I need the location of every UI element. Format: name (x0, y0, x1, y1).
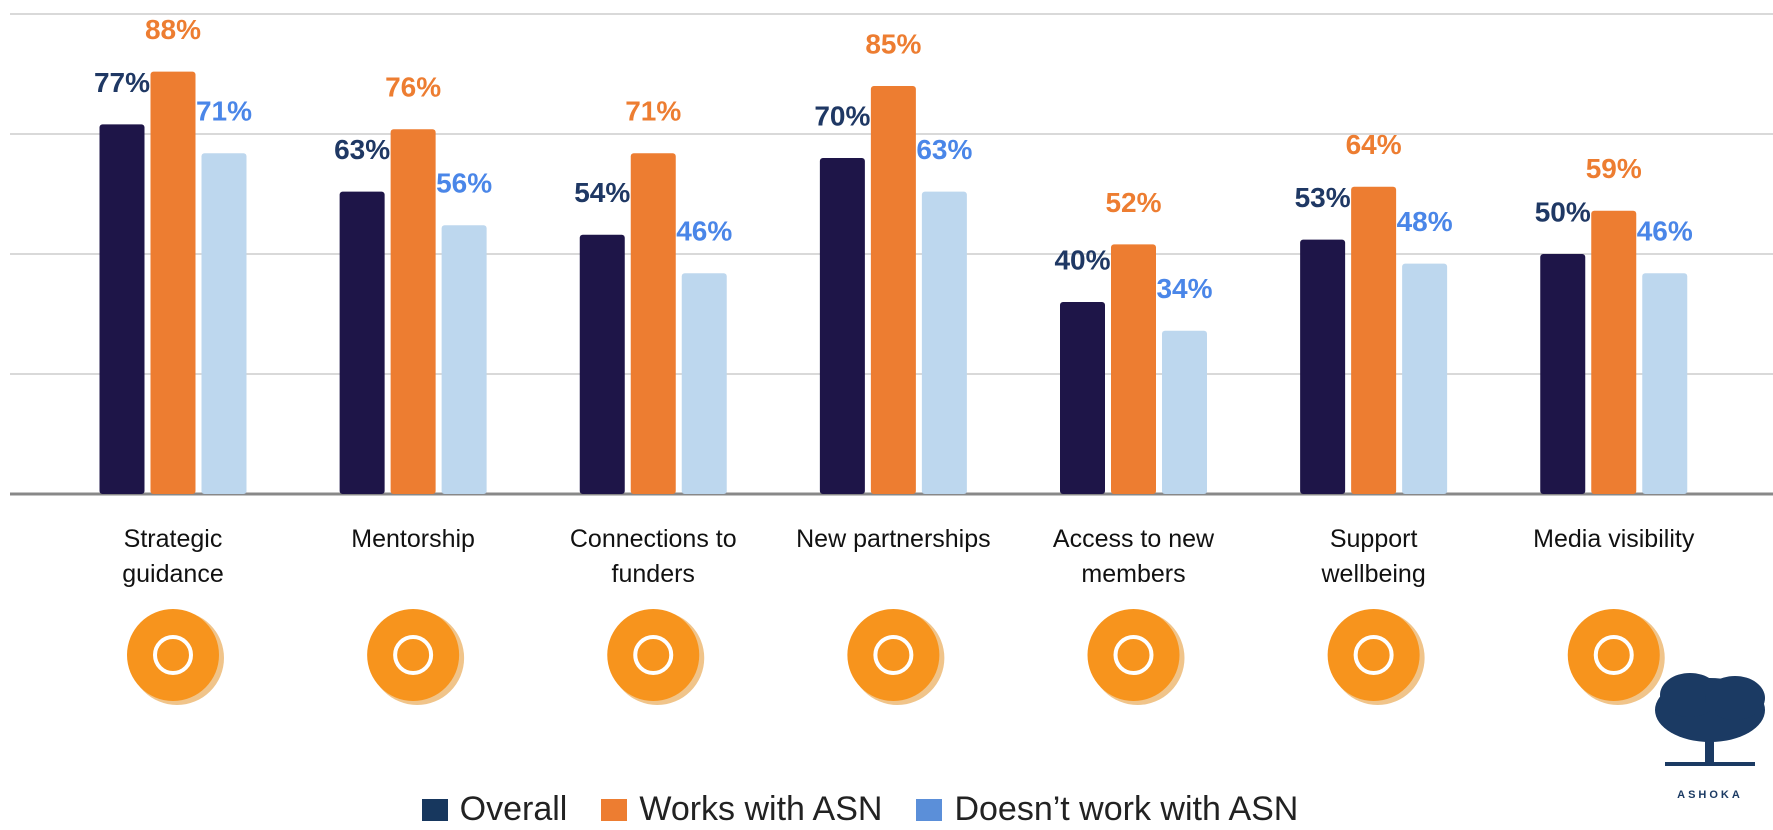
icon-circle (607, 609, 700, 701)
icon-glyph (153, 635, 193, 675)
value-label: 56% (436, 168, 492, 199)
icon-circle (127, 609, 219, 701)
logo-tree (1705, 676, 1765, 720)
icon-glyph (633, 635, 674, 675)
value-label: 50% (1535, 196, 1591, 227)
value-label: 88% (145, 14, 201, 45)
bar (630, 153, 676, 494)
legend-label: Works with ASN (639, 790, 883, 828)
icon-glyph (393, 635, 434, 675)
icon-circle (1567, 609, 1660, 701)
bar (1591, 210, 1637, 495)
value-label: 53% (1295, 182, 1351, 213)
x-tick-label: Media visibility (1533, 525, 1695, 553)
bar (819, 158, 865, 494)
legend-item: Works with ASN (601, 790, 882, 829)
icon-circle (1087, 609, 1180, 701)
x-tick-label: Mentorship (351, 525, 475, 553)
legend-swatch (601, 798, 628, 821)
value-label: 76% (385, 72, 441, 103)
category-icon (1087, 609, 1185, 705)
value-label: 59% (1586, 153, 1642, 184)
value-label: 71% (196, 96, 252, 127)
value-label: 71% (625, 96, 681, 127)
icon-circle (1327, 609, 1420, 701)
legend-swatch (421, 798, 448, 821)
value-label: 40% (1054, 244, 1110, 275)
x-tick-label: Support wellbeing (1321, 525, 1426, 588)
value-label: 64% (1346, 129, 1402, 160)
bar (201, 153, 247, 494)
bar (870, 86, 916, 494)
bar (1162, 330, 1207, 494)
value-label: 63% (334, 134, 390, 165)
bar (1540, 254, 1586, 494)
category-icon (847, 609, 945, 705)
logo: ASHOKA (1655, 673, 1765, 801)
value-label: 46% (1637, 216, 1693, 247)
icon-glyph (873, 635, 914, 675)
bar (441, 225, 487, 494)
x-tick-label: Access to new members (1052, 525, 1215, 588)
bar (921, 191, 967, 494)
legend-item: Doesn’t work with ASN (916, 790, 1298, 829)
value-label: 52% (1105, 187, 1161, 218)
x-tick-label: New partnerships (796, 525, 991, 553)
value-label: 34% (1156, 273, 1212, 304)
value-label: 70% (814, 100, 870, 131)
bar (150, 71, 196, 494)
legend-label: Overall (459, 790, 568, 828)
bar (1351, 186, 1397, 495)
logo-text: ASHOKA (1677, 789, 1743, 801)
bar (681, 273, 727, 494)
bar (99, 124, 145, 495)
legend-swatch (916, 798, 943, 821)
category-icon (367, 609, 465, 705)
category-icon (127, 609, 224, 705)
icon-glyph (1113, 635, 1154, 675)
icon-glyph (1593, 635, 1634, 675)
category-icon (607, 609, 705, 705)
value-label: 85% (865, 28, 921, 59)
bar (339, 191, 385, 494)
x-tick-label: Connections to funders (569, 525, 737, 588)
icon-circle (847, 609, 940, 701)
logo-tree (1660, 673, 1720, 717)
bar (1111, 244, 1156, 494)
bar (1402, 263, 1448, 494)
logo-ground (1665, 762, 1755, 766)
value-label: 63% (916, 134, 972, 165)
value-label: 77% (94, 67, 150, 98)
value-label: 54% (574, 177, 630, 208)
bar (1642, 273, 1688, 494)
legend-item: Overall (421, 790, 568, 829)
bar (579, 234, 625, 495)
x-tick-label: Strategic guidance (122, 525, 224, 588)
bar (390, 129, 436, 494)
icon-circle (367, 609, 460, 701)
legend: Overall Works with ASN Doesn’t work with A… (0, 790, 1720, 829)
logo-trunk (1705, 725, 1714, 765)
bar (1060, 302, 1105, 494)
value-label: 46% (676, 216, 732, 247)
category-icon (1567, 609, 1665, 705)
icon-glyph (1353, 635, 1394, 675)
legend-label: Doesn’t work with ASN (954, 790, 1299, 828)
category-icon (1327, 609, 1425, 705)
value-label: 48% (1397, 206, 1453, 237)
bar (1300, 239, 1346, 494)
